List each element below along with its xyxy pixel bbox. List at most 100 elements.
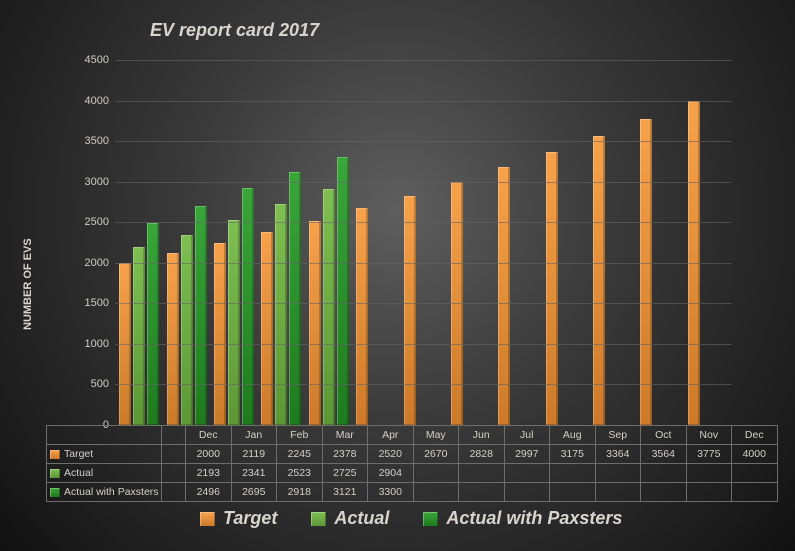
table-col-header: Mar [322,426,368,445]
gridline [115,101,731,102]
table-corner [47,426,162,445]
bar [498,167,510,425]
gridline [115,141,731,142]
chart-title: EV report card 2017 [150,20,319,41]
table-spacer [162,464,186,483]
table-cell: 2997 [504,445,550,464]
gridline [115,384,731,385]
table-spacer [162,426,186,445]
y-tick-label: 2000 [85,257,115,269]
table-cell: 3121 [322,483,368,502]
gridline [115,263,731,264]
series-swatch-icon [50,488,60,497]
table-row-header: Target [47,445,162,464]
table-col-header: Dec [186,426,232,445]
table-col-header: Jul [504,426,550,445]
gridline [115,344,731,345]
table-cell: 3300 [368,483,414,502]
table-spacer [162,445,186,464]
y-tick-label: 4500 [85,54,115,66]
y-tick-label: 4000 [85,95,115,107]
table-col-header: Jan [231,426,277,445]
legend-label: Actual with Paxsters [446,508,622,529]
y-axis-label: NUMBER OF EVS [22,238,34,330]
bars-layer [115,60,731,425]
bar [356,208,368,425]
bar [261,232,273,425]
bar [195,206,207,425]
table-cell: 2904 [368,464,414,483]
table-cell: 3364 [595,445,641,464]
table-cell: 2000 [186,445,232,464]
bar [640,119,652,425]
series-swatch-icon [50,469,60,478]
table-cell: 3564 [641,445,687,464]
table-col-header: Dec [732,426,778,445]
table-cell: 2496 [186,483,232,502]
table-col-header: Aug [550,426,596,445]
table-cell [459,483,505,502]
table-row-header: Actual with Paxsters [47,483,162,502]
table-cell [595,483,641,502]
series-name: Actual [64,467,93,479]
table-col-header: Sep [595,426,641,445]
bar [309,221,321,425]
y-tick-label: 3500 [85,135,115,147]
table-cell [550,464,596,483]
y-tick-label: 3000 [85,176,115,188]
gridline [115,182,731,183]
series-name: Actual with Paxsters [64,486,159,498]
table-cell: 2520 [368,445,414,464]
table-cell: 2341 [231,464,277,483]
table-cell [504,483,550,502]
bar [404,196,416,425]
table-cell [504,464,550,483]
table-cell: 2670 [413,445,459,464]
table-cell: 2725 [322,464,368,483]
table-col-header: Jun [459,426,505,445]
legend-item: Actual [311,508,389,529]
series-name: Target [64,448,93,460]
legend-label: Actual [334,508,389,529]
table-col-header: Feb [277,426,323,445]
table-cell [641,464,687,483]
table-cell [732,464,778,483]
table-col-header: Apr [368,426,414,445]
bar [147,223,159,425]
bar [275,204,287,425]
y-tick-label: 1000 [85,338,115,350]
table-col-header: Oct [641,426,687,445]
table-cell: 2695 [231,483,277,502]
y-tick-label: 1500 [85,297,115,309]
table-cell: 2378 [322,445,368,464]
legend-swatch-icon [423,512,438,526]
table-cell: 2119 [231,445,277,464]
table-cell: 2193 [186,464,232,483]
table-cell [413,464,459,483]
table-cell [686,483,732,502]
table-cell [732,483,778,502]
legend-item: Actual with Paxsters [423,508,622,529]
legend-item: Target [200,508,277,529]
legend-label: Target [223,508,277,529]
bar [242,188,254,425]
table-cell [550,483,596,502]
bar [167,253,179,425]
plot-area: 050010001500200025003000350040004500 [115,60,731,425]
legend: Target Actual Actual with Paxsters [200,508,622,529]
bar [133,247,145,425]
table-cell: 2918 [277,483,323,502]
table-cell: 3175 [550,445,596,464]
series-swatch-icon [50,450,60,459]
table-cell: 2523 [277,464,323,483]
bar [323,189,335,425]
legend-swatch-icon [200,512,215,526]
table-cell: 2245 [277,445,323,464]
table-row-header: Actual [47,464,162,483]
gridline [115,303,731,304]
y-tick-label: 500 [91,378,115,390]
legend-swatch-icon [311,512,326,526]
table-cell [459,464,505,483]
bar [214,243,226,425]
table-cell: 2828 [459,445,505,464]
